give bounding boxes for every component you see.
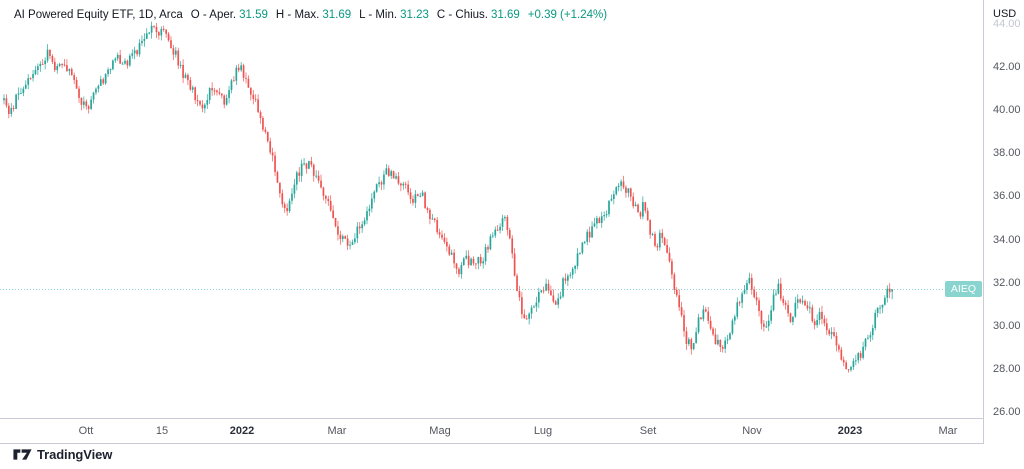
time-tick-label: Ott bbox=[78, 425, 94, 437]
time-tick-label: 15 bbox=[155, 425, 169, 437]
ohlc-value: 31.23 bbox=[400, 9, 429, 21]
time-tick-label: Mag bbox=[429, 425, 451, 437]
price-axis[interactable]: USD 44.00 42.00 40.00 38.00 36.00 34.00 32.00 3… bbox=[983, 0, 1024, 444]
ohlc-label: L - Min. bbox=[359, 9, 398, 21]
time-tick-label: Mar bbox=[327, 425, 347, 437]
price-tick-label: 36.00 bbox=[993, 190, 1021, 203]
price-line-symbol-badge: AIEQ bbox=[944, 281, 982, 298]
symbol-title[interactable]: AI Powered Equity ETF, 1D, Arca bbox=[14, 9, 183, 21]
ohlc-label: H - Max. bbox=[275, 9, 320, 21]
symbol-legend: AI Powered Equity ETF, 1D, Arca O - Aper.… bbox=[14, 8, 607, 23]
ohlc-values: O - Aper. 31.59 H - Max. 31.69 L - Min. 31.23… bbox=[183, 9, 520, 21]
ohlc-label: O - Aper. bbox=[190, 9, 237, 21]
currency-label: USD bbox=[993, 8, 1017, 20]
price-tick-label: 28.00 bbox=[993, 362, 1021, 375]
time-axis[interactable]: Ott 15 2022 Mar Mag Lug Set Nov 2023 Mar bbox=[0, 418, 1024, 444]
tradingview-logo-text: TradingView bbox=[37, 447, 113, 462]
price-tick-label: 32.00 bbox=[993, 276, 1021, 289]
change-value: +0.39 (+1.24%) bbox=[527, 9, 608, 21]
price-tick-label: 26.00 bbox=[993, 406, 1021, 418]
time-tick-label: Lug bbox=[533, 425, 553, 437]
ohlc-value: 31.59 bbox=[239, 9, 268, 21]
time-tick-label: Set bbox=[639, 425, 657, 437]
time-tick-label: Nov bbox=[742, 425, 762, 437]
ohlc-value: 31.69 bbox=[490, 9, 520, 21]
price-tick-label: 44.00 bbox=[993, 18, 1021, 30]
price-tick-label: 34.00 bbox=[993, 233, 1021, 246]
price-tick-label: 42.00 bbox=[993, 61, 1021, 74]
time-tick-label: 2023 bbox=[837, 425, 863, 437]
ohlc-value: 31.69 bbox=[322, 9, 352, 21]
price-tick-label: 30.00 bbox=[993, 319, 1021, 332]
tradingview-logo[interactable]: TradingView bbox=[13, 447, 112, 462]
tradingview-logo-icon bbox=[13, 449, 32, 460]
plot-area[interactable]: AI Powered Equity ETF, 1D, Arca O - Aper.… bbox=[0, 0, 983, 418]
price-tick-label: 38.00 bbox=[993, 147, 1021, 160]
time-tick-label: 2022 bbox=[229, 425, 255, 437]
ohlc-label: C - Chius. bbox=[436, 9, 488, 21]
price-tick-label: 40.00 bbox=[993, 104, 1021, 117]
price-chart-canvas[interactable] bbox=[0, 0, 983, 418]
time-tick-label: Mar bbox=[938, 425, 958, 437]
